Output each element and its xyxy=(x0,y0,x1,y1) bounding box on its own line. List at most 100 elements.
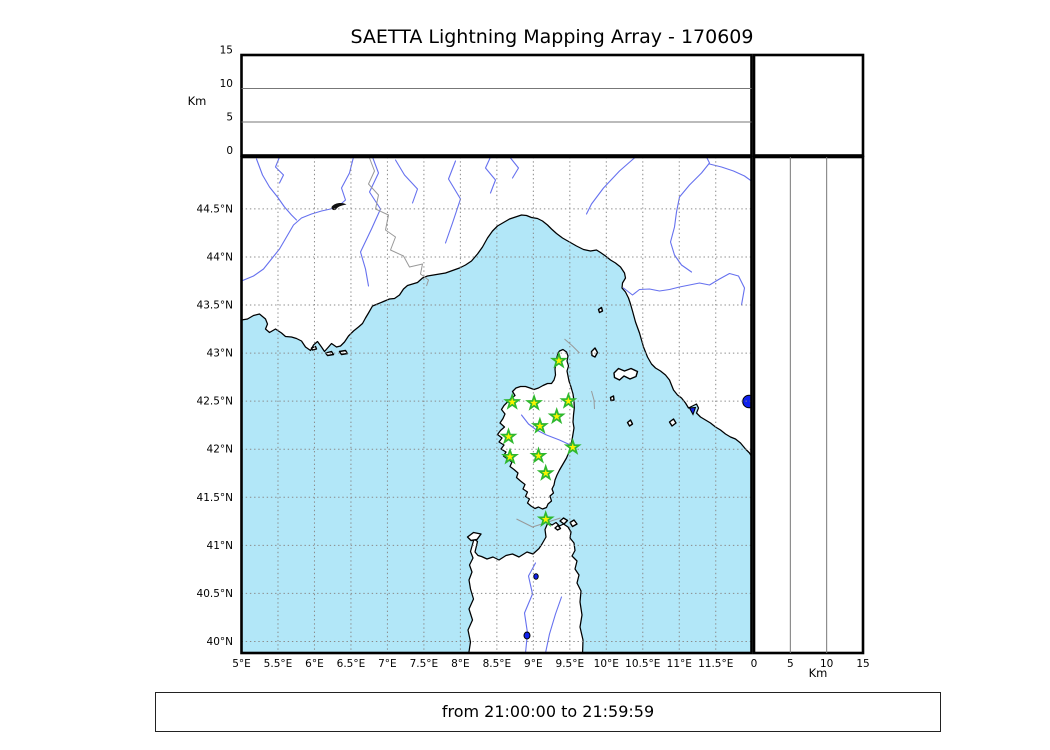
lat-tick-42: 42°N xyxy=(207,444,233,456)
lat-tick-44: 44°N xyxy=(207,251,233,263)
lon-tick-9.5: 9.5°E xyxy=(556,658,585,670)
lat-tick-43.5: 43.5°N xyxy=(197,300,233,312)
station-star-6 xyxy=(530,416,549,434)
lat-tick-41: 41°N xyxy=(207,540,233,552)
lon-tick-9: 9°E xyxy=(524,658,543,670)
lon-tick-10.5: 10.5°E xyxy=(625,658,660,670)
station-star-11 xyxy=(536,463,555,481)
lon-tick-6: 6°E xyxy=(305,658,324,670)
station-star-3 xyxy=(525,393,543,411)
river-taro xyxy=(585,157,637,215)
islands xyxy=(310,306,677,542)
lake-bolsena xyxy=(742,394,752,409)
lake-serre-poncon xyxy=(331,203,347,211)
lon-tick-10: 10°E xyxy=(594,658,619,670)
pianosa-island xyxy=(609,395,615,402)
lat-tick-42.5: 42.5°N xyxy=(197,396,233,408)
maritime-border-bonifacio xyxy=(516,517,561,528)
lon-tick-11.5: 11.5°E xyxy=(698,658,733,670)
lat-tick-40: 40°N xyxy=(207,636,233,648)
maddalena-islands xyxy=(554,517,578,531)
right-xtick-10: 10 xyxy=(820,658,833,670)
corner-panel-frame xyxy=(752,53,865,157)
top-ytick-0: 0 xyxy=(226,145,233,157)
mainland-coast xyxy=(241,157,752,458)
right-xtick-15: 15 xyxy=(856,658,869,670)
river-arno xyxy=(622,272,746,306)
lat-tick-43: 43°N xyxy=(207,348,233,360)
lake-coghinas xyxy=(523,631,531,640)
river-orba xyxy=(509,157,520,179)
station-star-2 xyxy=(503,392,522,410)
lat-tick-41.5: 41.5°N xyxy=(197,492,233,504)
country-borders xyxy=(368,157,595,528)
station-star-8 xyxy=(563,437,582,455)
lon-tick-6.5: 6.5°E xyxy=(337,658,366,670)
map-lat-tick-labels: 44.5°N 44°N 43.5°N 43°N 42.5°N 42°N 41.5°N 41°N… xyxy=(197,203,233,648)
lon-tick-11: 11°E xyxy=(667,658,692,670)
lake-casteldoria xyxy=(533,573,539,580)
maritime-border-north xyxy=(564,338,580,354)
station-star-1 xyxy=(549,351,568,369)
right-panel-frame xyxy=(752,155,865,655)
elba-island xyxy=(613,367,639,381)
top-ytick-5: 5 xyxy=(226,112,233,124)
orbetello-lagoon xyxy=(688,406,697,416)
station-star-4 xyxy=(559,391,578,409)
lon-tick-8: 8°E xyxy=(451,658,470,670)
right-panel: 0 5 10 15 Km xyxy=(751,155,870,680)
top-panel-yticks: 0 5 10 15 xyxy=(220,45,233,158)
lon-tick-5.5: 5.5°E xyxy=(264,658,293,670)
lat-tick-44.5: 44.5°N xyxy=(197,203,233,215)
montecristo-island xyxy=(626,419,634,427)
lon-tick-7: 7°E xyxy=(378,658,397,670)
right-panel-gridlines xyxy=(789,157,828,653)
station-star-5 xyxy=(547,407,566,425)
top-panel-ylabel: Km xyxy=(188,94,207,108)
top-panel-gridlines xyxy=(241,88,752,123)
top-ytick-10: 10 xyxy=(220,78,233,90)
corner-panel xyxy=(752,53,865,157)
river-tavignano xyxy=(520,414,573,447)
river-var xyxy=(359,157,382,287)
top-panel-frame xyxy=(240,53,753,157)
station-star-7 xyxy=(499,427,518,445)
top-panel: 0 5 10 15 Km xyxy=(188,45,753,158)
gorgona-island xyxy=(597,306,604,314)
right-xtick-0: 0 xyxy=(751,658,758,670)
maritime-border-east xyxy=(591,390,595,410)
right-panel-xticks: 0 5 10 15 xyxy=(751,658,870,670)
right-xtick-5: 5 xyxy=(787,658,794,670)
capraia-island xyxy=(590,347,599,358)
lat-tick-40.5: 40.5°N xyxy=(197,588,233,600)
rivers xyxy=(241,157,752,653)
map-lon-tick-labels: 5°E 5.5°E 6°E 6.5°E 7°E 7.5°E 8°E 8.5°E 9°E 9.5°E… xyxy=(232,658,733,670)
map-gridlines xyxy=(241,157,752,653)
france-italy-border xyxy=(368,157,429,287)
map-panel: 44.5°N 44°N 43.5°N 43°N 42.5°N 42°N 41.5°N 41°N… xyxy=(197,155,753,670)
river-po-branch xyxy=(708,163,752,182)
station-star-9 xyxy=(501,447,519,465)
asinara-island xyxy=(466,531,482,542)
lakes xyxy=(331,203,752,640)
river-sardinia-east xyxy=(544,596,563,653)
station-star-10 xyxy=(529,446,548,464)
giglio-island xyxy=(668,418,677,427)
top-ytick-15: 15 xyxy=(220,45,233,57)
river-arno-upper xyxy=(669,157,711,273)
stations xyxy=(499,351,582,528)
river-bormida xyxy=(484,157,497,194)
lon-tick-7.5: 7.5°E xyxy=(410,658,439,670)
station-star-12 xyxy=(536,509,555,528)
lon-tick-5: 5°E xyxy=(232,658,251,670)
river-durance xyxy=(241,157,355,282)
river-stura xyxy=(394,159,419,204)
lon-tick-8.5: 8.5°E xyxy=(483,658,512,670)
right-panel-xlabel: Km xyxy=(809,666,828,680)
plot-title: SAETTA Lightning Mapping Array - 170609 xyxy=(350,26,754,48)
river-buech xyxy=(255,158,298,221)
time-range-box: from 21:00:00 to 21:59:59 xyxy=(155,692,941,732)
map-frame xyxy=(240,155,753,655)
